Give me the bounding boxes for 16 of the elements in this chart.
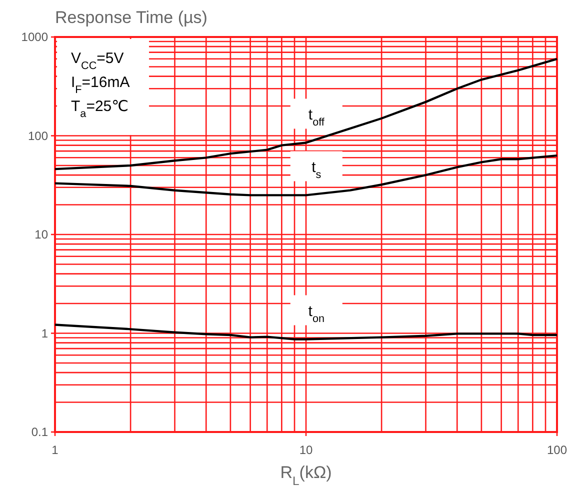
annotation: T$_{a}$=25℃ xyxy=(71,98,128,120)
x-tick-label: 10 xyxy=(299,443,313,457)
y-tick-label: 1 xyxy=(41,326,48,340)
annotation: V$_{CC}$=5V xyxy=(71,50,124,72)
x-axis-title: R$_{L}$(kΩ) xyxy=(280,463,332,488)
y-tick-label: 0.1 xyxy=(31,425,48,439)
x-tick-label: 1 xyxy=(52,443,59,457)
y-tick-label: 1000 xyxy=(21,30,48,44)
annotation: I$_{F}$=16mA xyxy=(71,74,130,96)
series-label: t$_{s}$ xyxy=(312,159,322,182)
y-tick-label: 100 xyxy=(28,128,48,143)
y-tick-label: 10 xyxy=(34,228,48,242)
y-axis-title: Response Time (µs) xyxy=(55,8,208,27)
x-tick-label: 100 xyxy=(546,443,568,457)
series-label: t$_{off}$ xyxy=(308,106,326,129)
series-label: t$_{on}$ xyxy=(308,303,324,326)
